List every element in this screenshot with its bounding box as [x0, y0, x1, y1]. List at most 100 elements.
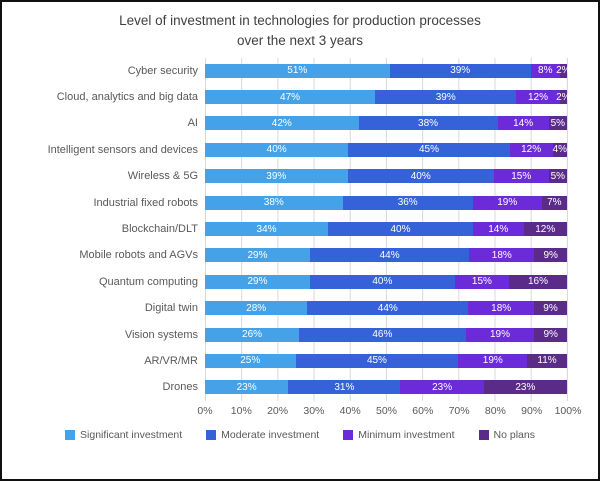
bar-segment: 23%: [205, 380, 289, 395]
bar-segment: 16%: [509, 274, 567, 289]
bar-segment: 40%: [328, 222, 473, 237]
stacked-bar: 29% 44% 18% 9%: [205, 248, 567, 263]
data-label: 18%: [491, 302, 512, 314]
legend-item: Moderate investment: [206, 429, 319, 441]
data-label: 38%: [263, 197, 284, 209]
category-label: Drones: [162, 381, 198, 394]
bar-segment: 14%: [472, 222, 524, 237]
legend-swatch: [206, 429, 217, 440]
data-label: 26%: [242, 329, 263, 341]
bar-segment: 44%: [309, 248, 470, 263]
data-label: 38%: [418, 117, 439, 129]
data-label: 18%: [491, 249, 512, 261]
plot-rows: 51% 39% 8% 2% 47% 39% 12% 2% 42% 38% 14% 5% 40% 45% 12…: [205, 57, 571, 401]
bar-segment: 45%: [348, 142, 510, 157]
bar-segment: 4%: [552, 142, 568, 157]
legend-swatch: [343, 429, 354, 440]
bar-segment: 23%: [400, 380, 484, 395]
data-label: 19%: [490, 329, 511, 341]
data-label: 29%: [247, 249, 268, 261]
bar-segment: 12%: [509, 142, 553, 157]
legend-label: Moderate investment: [221, 428, 320, 441]
bar-segment: 26%: [205, 327, 300, 342]
bar-row: 26% 46% 19% 9%: [205, 321, 567, 347]
legend-label: Significant investment: [80, 428, 183, 441]
bar-segment: 9%: [534, 327, 567, 342]
data-label: 45%: [366, 355, 387, 367]
bar-segment: 2%: [556, 90, 571, 105]
bar-segment: 44%: [307, 301, 469, 316]
stacked-bar: 47% 39% 12% 2%: [205, 90, 571, 105]
x-axis-tick: 60%: [412, 404, 434, 417]
category-label: Wireless & 5G: [127, 170, 198, 183]
bar-segment: 19%: [472, 195, 542, 210]
data-label: 44%: [379, 249, 400, 261]
data-label: 29%: [247, 276, 268, 288]
bar-segment: 42%: [205, 116, 359, 131]
data-label: 23%: [515, 381, 536, 393]
category-label: AR/VR/MR: [144, 354, 198, 367]
data-label: 34%: [256, 223, 277, 235]
bar-segment: 5%: [548, 169, 567, 184]
data-label: 44%: [377, 302, 398, 314]
data-label: 31%: [334, 381, 355, 393]
category-label: Digital twin: [144, 302, 198, 315]
bar-row: 34% 40% 14% 12%: [205, 216, 567, 242]
x-axis-tick: 0%: [197, 404, 213, 417]
data-label: 40%: [390, 223, 411, 235]
data-label: 11%: [537, 355, 557, 367]
x-axis-tick: 90%: [521, 404, 543, 417]
x-axis-tick: 20%: [267, 404, 289, 417]
data-label: 7%: [547, 197, 562, 209]
bar-segment: 9%: [534, 248, 567, 263]
category-label: Cyber security: [127, 64, 198, 77]
bar-segment: 38%: [358, 116, 498, 131]
stacked-bar: 28% 44% 18% 9%: [205, 301, 567, 316]
x-axis-tick: 40%: [339, 404, 361, 417]
data-label: 5%: [550, 117, 566, 129]
x-axis-tick: 80%: [484, 404, 506, 417]
bar-segment: 18%: [469, 248, 535, 263]
bar-segment: 14%: [497, 116, 549, 131]
x-axis-tick: 70%: [448, 404, 470, 417]
legend-label: Minimum investment: [358, 428, 455, 441]
bar-segment: 29%: [205, 274, 310, 289]
bar-row: 29% 44% 18% 9%: [205, 242, 567, 268]
bar-segment: 2%: [556, 63, 571, 78]
bar-segment: 9%: [534, 301, 567, 316]
data-label: 39%: [435, 91, 456, 103]
data-label: 16%: [528, 276, 549, 288]
category-label: Quantum computing: [98, 275, 198, 288]
bar-row: 47% 39% 12% 2%: [205, 84, 571, 110]
bar-segment: 28%: [205, 301, 308, 316]
data-label: 19%: [497, 197, 518, 209]
data-label: 39%: [450, 65, 471, 77]
bar-segment: 19%: [465, 327, 535, 342]
data-label: 9%: [543, 302, 558, 314]
bar-segment: 38%: [205, 195, 343, 210]
legend-item: Minimum investment: [343, 428, 455, 441]
stacked-bar: 29% 40% 15% 16%: [205, 274, 567, 289]
stacked-bar: 26% 46% 19% 9%: [205, 327, 567, 342]
data-label: 39%: [266, 170, 287, 182]
data-label: 4%: [552, 144, 568, 156]
x-axis-tick: 100%: [554, 404, 582, 417]
bar-row: 38% 36% 19% 7%: [205, 189, 567, 215]
data-label: 2%: [556, 65, 571, 77]
bar-row: 39% 40% 15% 5%: [205, 163, 567, 189]
category-label: Intelligent sensors and devices: [47, 143, 198, 156]
data-label: 9%: [543, 249, 558, 261]
bar-segment: 12%: [516, 90, 560, 105]
x-axis-tick: 30%: [303, 404, 325, 417]
data-label: 28%: [246, 302, 267, 314]
bar-segment: 12%: [523, 222, 567, 237]
category-label: AI: [187, 117, 198, 130]
bar-segment: 19%: [458, 353, 528, 368]
chart-title: Level of investment in technologies for …: [119, 13, 481, 49]
data-label: 23%: [432, 381, 453, 393]
bar-segment: 25%: [205, 353, 296, 368]
bar-segment: 40%: [309, 274, 455, 289]
x-axis: 0% 10% 20% 30% 40% 50% 60% 70% 80% 90% 100%: [197, 401, 581, 419]
category-labels: Cyber security Cloud, analytics and big d…: [2, 58, 205, 401]
data-label: 15%: [511, 170, 532, 182]
